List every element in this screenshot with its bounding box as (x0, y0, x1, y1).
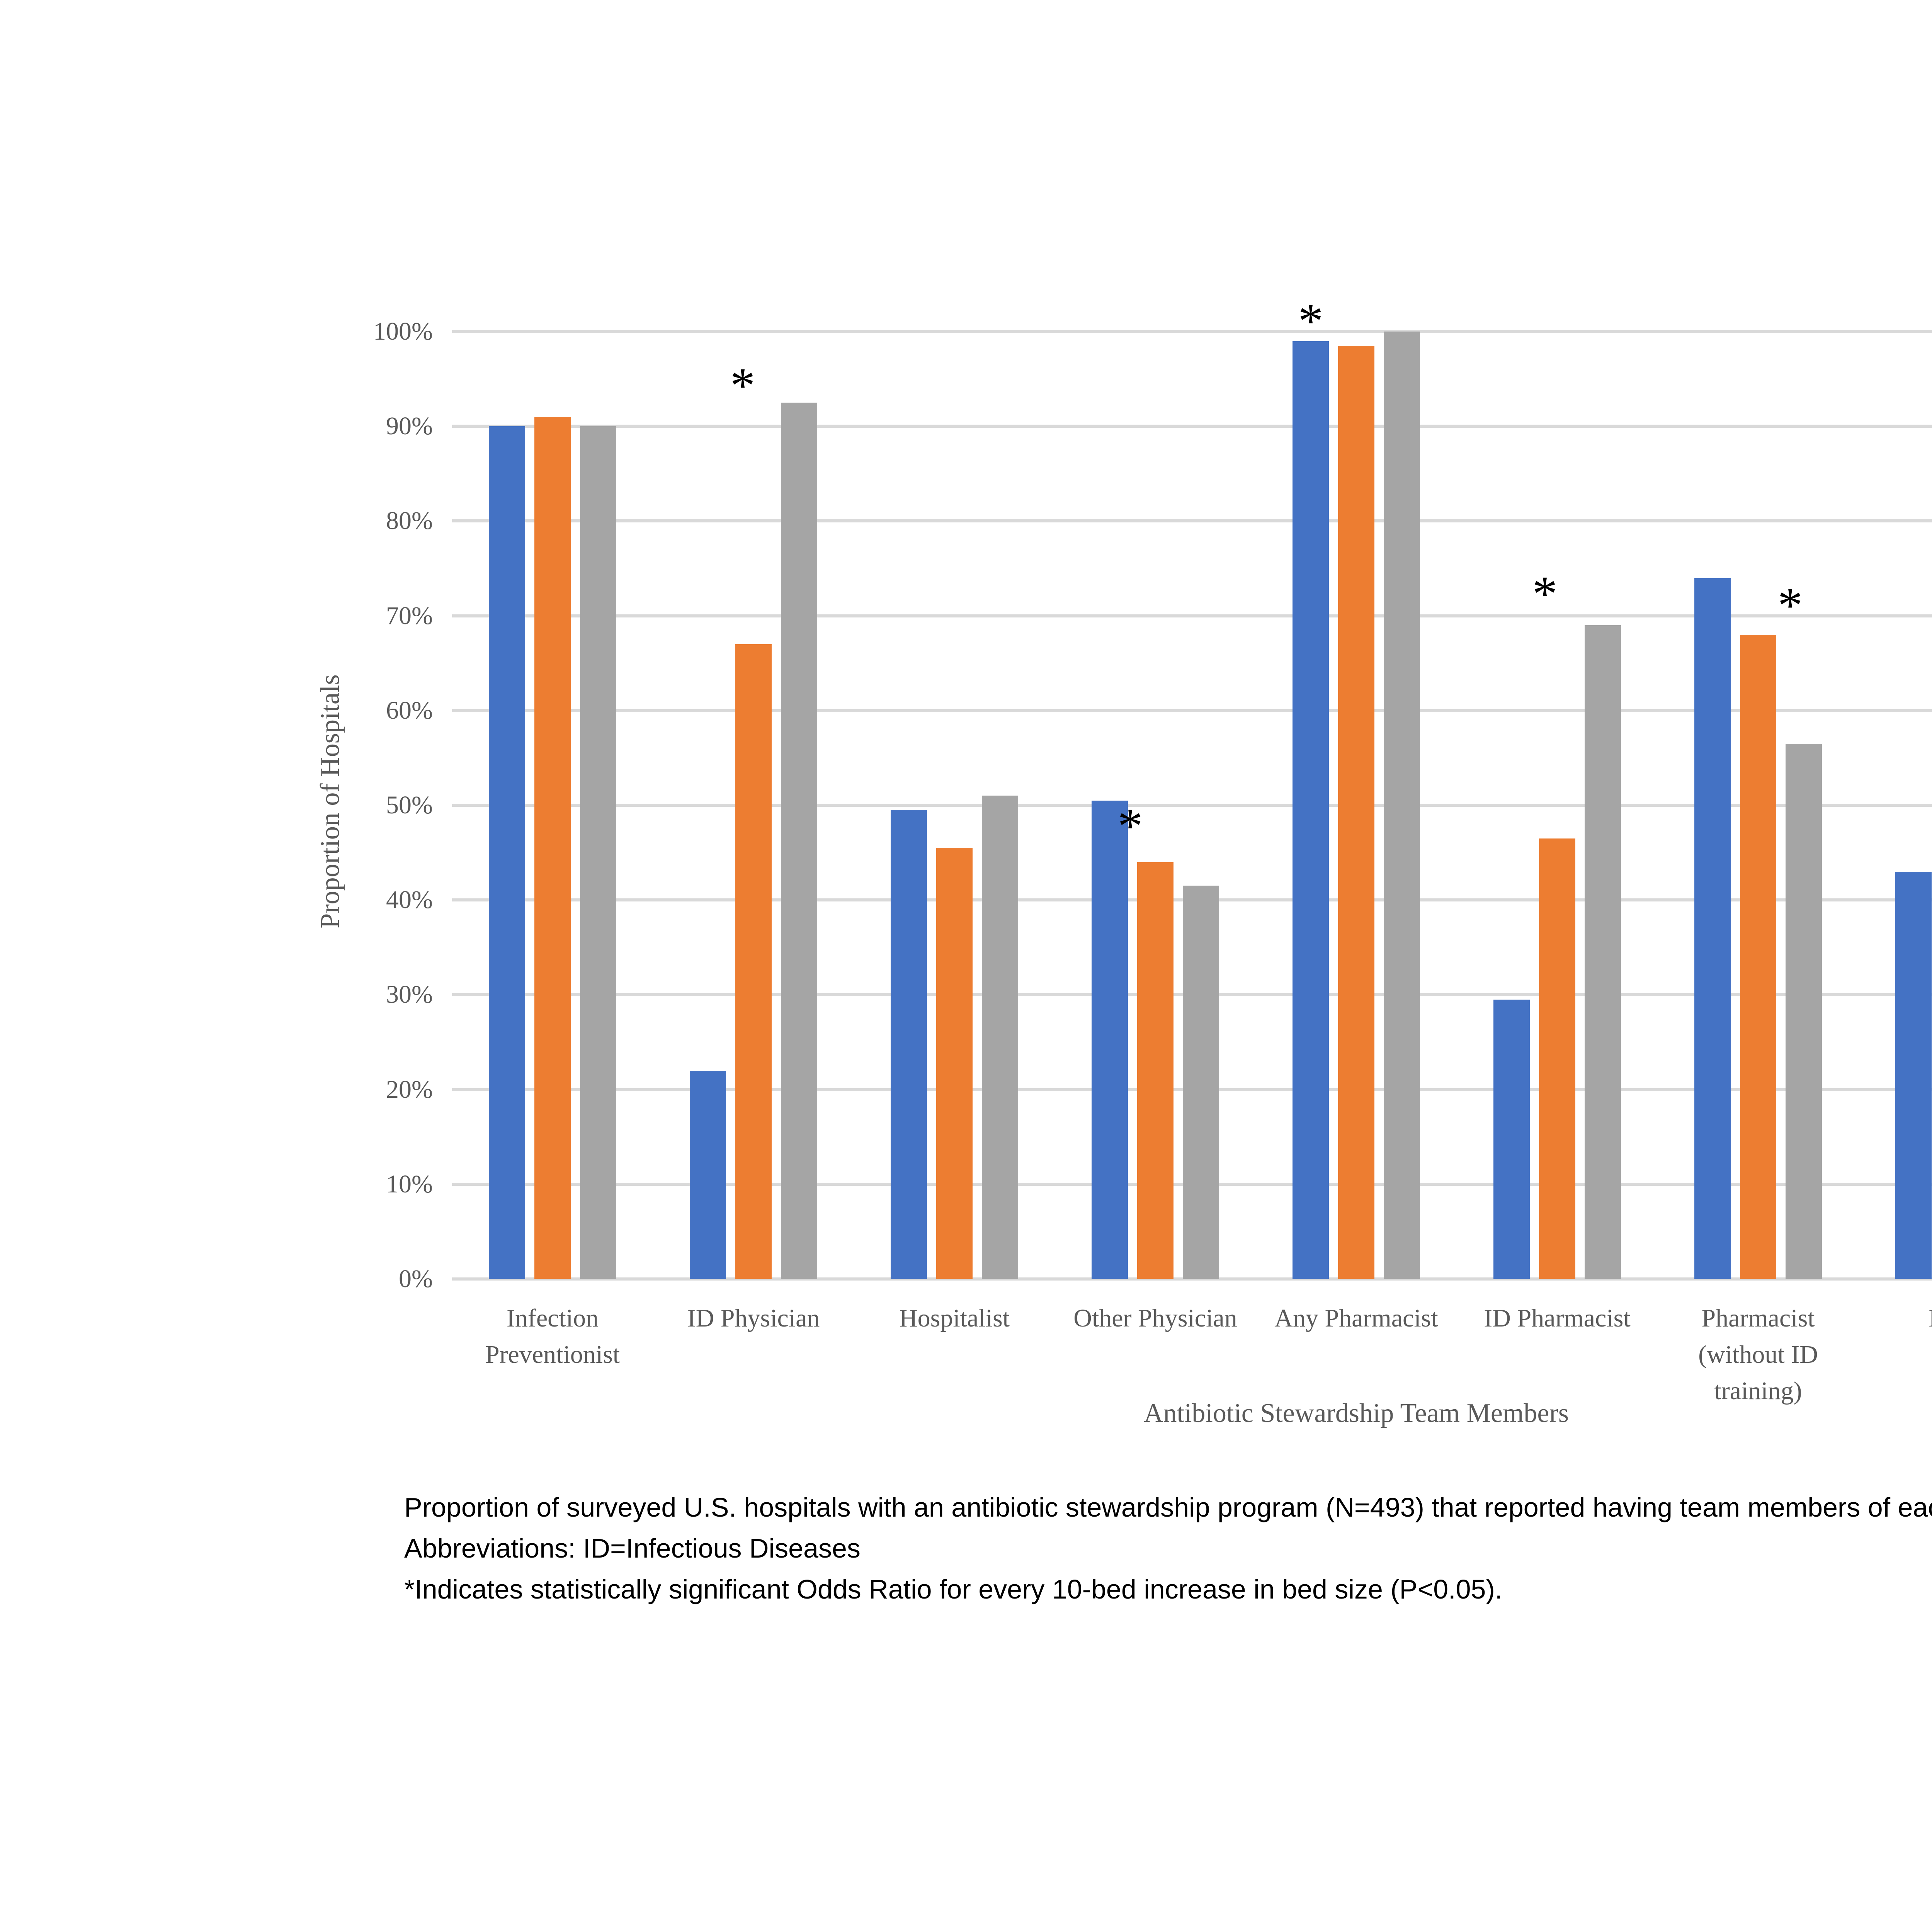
gridline-70 (452, 614, 1932, 617)
bar-250+ Beds-ID Physician (781, 402, 817, 1279)
y-tick-label-80%: 80% (386, 507, 433, 535)
x-category-label-line: Infection (506, 1304, 599, 1332)
bar-<50 Beds-Infection Preventionist (489, 426, 525, 1279)
bar-50-250 Beds-Other Physician (1137, 862, 1173, 1279)
x-category-label-line: Nurse (1859, 1300, 1932, 1337)
significance-asterisk-4: * (1298, 293, 1323, 349)
gridline-80 (452, 519, 1932, 523)
bar-250+ Beds-Hospitalist (982, 796, 1018, 1279)
x-category-label-Any Pharmacist: Any Pharmacist (1256, 1300, 1457, 1337)
x-category-label-ID Physician: ID Physician (653, 1300, 854, 1337)
bar-<50 Beds-Pharmacist (without ID training) (1694, 578, 1731, 1279)
significance-asterisk-6: * (1777, 577, 1803, 633)
x-category-label-line: training) (1714, 1377, 1802, 1405)
significance-asterisk-5: * (1532, 566, 1558, 622)
bar-<50 Beds-ID Pharmacist (1493, 999, 1530, 1279)
y-tick-label-100%: 100% (373, 317, 433, 345)
bar-250+ Beds-Pharmacist (without ID training) (1786, 743, 1822, 1279)
bar-50-250 Beds-Any Pharmacist (1338, 345, 1374, 1279)
x-category-label-line: Any Pharmacist (1274, 1304, 1438, 1332)
gridline-0 (452, 1277, 1932, 1281)
bar-<50 Beds-Hospitalist (891, 810, 927, 1279)
bar-<50 Beds-Other Physician (1092, 800, 1128, 1279)
y-axis-title: Proportion of Hospitals (315, 674, 345, 929)
significance-asterisk-3: * (1117, 798, 1143, 854)
x-category-label-line: ID Pharmacist (1484, 1304, 1631, 1332)
bar-50-250 Beds-Pharmacist (without ID training) (1740, 634, 1776, 1279)
caption-line-1: Proportion of surveyed U.S. hospitals wi… (404, 1492, 1932, 1522)
x-category-label-Other Physician: Other Physician (1055, 1300, 1256, 1337)
gridline-90 (452, 425, 1932, 428)
bar-50-250 Beds-Hospitalist (936, 848, 973, 1279)
y-tick-label-20%: 20% (386, 1075, 433, 1104)
y-tick-label-40%: 40% (386, 886, 433, 914)
y-tick-label-0%: 0% (399, 1265, 433, 1293)
significance-asterisk-1: * (730, 357, 755, 413)
y-tick-label-90%: 90% (386, 412, 433, 440)
x-category-label-line: (without ID (1698, 1340, 1818, 1369)
y-tick-label-30%: 30% (386, 980, 433, 1009)
caption-line-2: Abbreviations: ID=Infectious Diseases (404, 1533, 861, 1563)
x-category-label-ID Pharmacist: ID Pharmacist (1457, 1300, 1658, 1337)
x-category-label-line: Pharmacist (1701, 1304, 1815, 1332)
bar-50-250 Beds-Infection Preventionist (534, 417, 571, 1279)
plot-area: * * * * * (452, 296, 1932, 1281)
x-category-label-Infection Preventionist: Infection Preventionist (452, 1300, 653, 1373)
bar-<50 Beds-ID Physician (690, 1070, 726, 1279)
bar-250+ Beds-Any Pharmacist (1384, 332, 1420, 1279)
x-category-label-line: ID Physician (687, 1304, 820, 1332)
y-tick-label-10%: 10% (386, 1170, 433, 1198)
x-category-label-Hospitalist: Hospitalist (854, 1300, 1055, 1337)
x-category-label-line: Hospitalist (899, 1304, 1010, 1332)
x-category-label-Pharmacist (without ID training): Pharmacist (without ID training) (1658, 1300, 1859, 1409)
bar-250+ Beds-Infection Preventionist (580, 426, 616, 1279)
x-category-label-Nurse: Nurse (1859, 1300, 1932, 1337)
bar-50-250 Beds-ID Pharmacist (1539, 838, 1575, 1279)
y-tick-label-60%: 60% (386, 696, 433, 724)
bar-250+ Beds-Other Physician (1183, 886, 1219, 1279)
gridline-100 (452, 330, 1932, 333)
bar-50-250 Beds-ID Physician (735, 644, 772, 1279)
x-axis-title: Antibiotic Stewardship Team Members (1143, 1398, 1569, 1428)
bar-250+ Beds-ID Pharmacist (1585, 625, 1621, 1279)
figure-caption: Proportion of surveyed U.S. hospitals wi… (404, 1487, 1932, 1610)
gridline-60 (452, 709, 1932, 712)
y-tick-label-70%: 70% (386, 601, 433, 630)
bar-<50 Beds-Any Pharmacist (1293, 341, 1329, 1279)
x-category-label-line: Other Physician (1073, 1304, 1237, 1332)
bar-<50 Beds-Nurse (1895, 871, 1932, 1279)
x-category-label-line: Preventionist (485, 1340, 620, 1369)
caption-line-3: *Indicates statistically significant Odd… (404, 1574, 1503, 1604)
y-tick-label-50%: 50% (386, 791, 433, 819)
gridline-50 (452, 804, 1932, 807)
